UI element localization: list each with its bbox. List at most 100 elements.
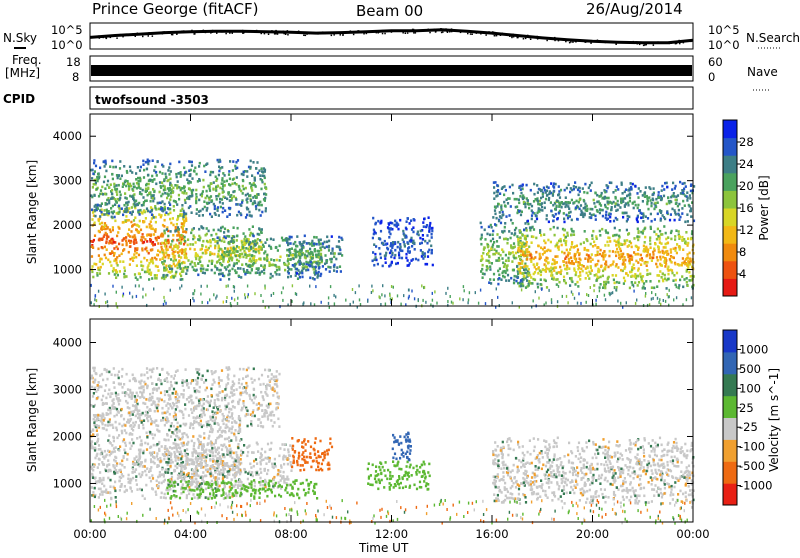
heatmap-cell [187,244,189,247]
heatmap-cell [533,183,535,186]
heatmap-cell [387,248,389,251]
heatmap-cell [514,198,516,201]
heatmap-cell [198,238,200,241]
heatmap-cell [513,257,515,260]
heatmap-cell [100,189,102,192]
heatmap-cell [493,192,495,195]
heatmap-cell [591,182,593,185]
heatmap-cell [261,167,263,170]
heatmap-cell [688,279,690,282]
heatmap-cell [629,255,631,258]
heatmap-cell [231,268,233,271]
heatmap-cell [169,271,171,274]
heatmap-cell [374,253,376,256]
heatmap-cell [333,256,335,259]
heatmap-cell [585,209,587,212]
heatmap-cell [102,193,104,196]
noise-point [152,35,154,37]
heatmap-cell [163,496,165,499]
heatmap-cell [469,291,470,294]
heatmap-cell [599,234,601,237]
heatmap-cell [545,302,546,305]
heatmap-cell [338,246,340,249]
heatmap-cell [237,159,239,162]
heatmap-cell [602,275,604,278]
heatmap-cell [166,228,168,231]
heatmap-cell [268,261,270,264]
heatmap-cell [629,287,631,290]
heatmap-cell [607,207,609,210]
heatmap-cell [675,202,677,205]
heatmap-cell [134,247,136,250]
heatmap-cell [554,255,556,258]
heatmap-cell [569,201,571,204]
noise-point [483,32,485,34]
heatmap-cell [521,211,523,214]
heatmap-cell [222,196,224,199]
heatmap-cell [521,243,523,246]
heatmap-cell [431,252,433,255]
heatmap-cell [176,176,178,179]
heatmap-cell [548,289,549,292]
heatmap-cell [249,241,251,244]
heatmap-cell [372,217,374,220]
heatmap-cell [172,255,174,258]
heatmap-cell [221,448,223,451]
heatmap-cell [310,302,311,305]
noise-point [572,39,574,41]
noise-point [94,37,96,39]
noise-point [501,33,503,35]
heatmap-cell [161,181,163,184]
heatmap-cell [113,210,115,213]
heatmap-cell [384,294,385,297]
heatmap-cell [147,443,149,446]
noise-point [391,31,393,33]
heatmap-cell [167,169,169,172]
heatmap-cell [632,202,634,205]
heatmap-cell [667,269,669,272]
heatmap-cell [532,236,534,239]
heatmap-cell [565,261,567,264]
heatmap-cell [134,273,136,276]
heatmap-cell [609,240,611,243]
colorbar-tick-label: 20 [739,179,754,193]
heatmap-cell [558,212,560,215]
noise-point [168,33,170,35]
noise-point [171,34,173,36]
heatmap-cell [663,195,665,198]
noise-point [405,33,407,35]
heatmap-cell [622,192,624,195]
heatmap-cell [590,267,592,270]
noise-point [544,37,546,39]
heatmap-cell [171,240,173,243]
heatmap-cell [514,232,516,235]
heatmap-cell [202,240,204,243]
heatmap-cell [393,257,395,260]
heatmap-cell [137,177,139,180]
noise-series [90,28,693,46]
heatmap-cell [181,262,183,265]
heatmap-cell [333,294,334,297]
heatmap-cell [539,269,541,272]
heatmap-cell [484,247,486,250]
heatmap-cell [153,288,154,291]
heatmap-cell [551,298,552,301]
heatmap-cell [642,287,644,290]
heatmap-cell [524,254,526,257]
heatmap-cell [98,290,99,293]
heatmap-cell [139,213,141,216]
heatmap-cell [421,242,423,245]
heatmap-cell [203,165,205,168]
heatmap-cell [147,174,149,177]
heatmap-cell [202,252,204,255]
heatmap-cell [482,276,484,279]
heatmap-cell [91,265,93,268]
heatmap-cell [658,191,660,194]
heatmap-cell [301,272,303,275]
heatmap-cell [247,193,249,196]
nsky-label: N.Sky [3,31,37,45]
heatmap-cell [112,166,114,169]
heatmap-cell [637,221,639,224]
heatmap-cell [164,173,166,176]
heatmap-cell [629,262,631,265]
